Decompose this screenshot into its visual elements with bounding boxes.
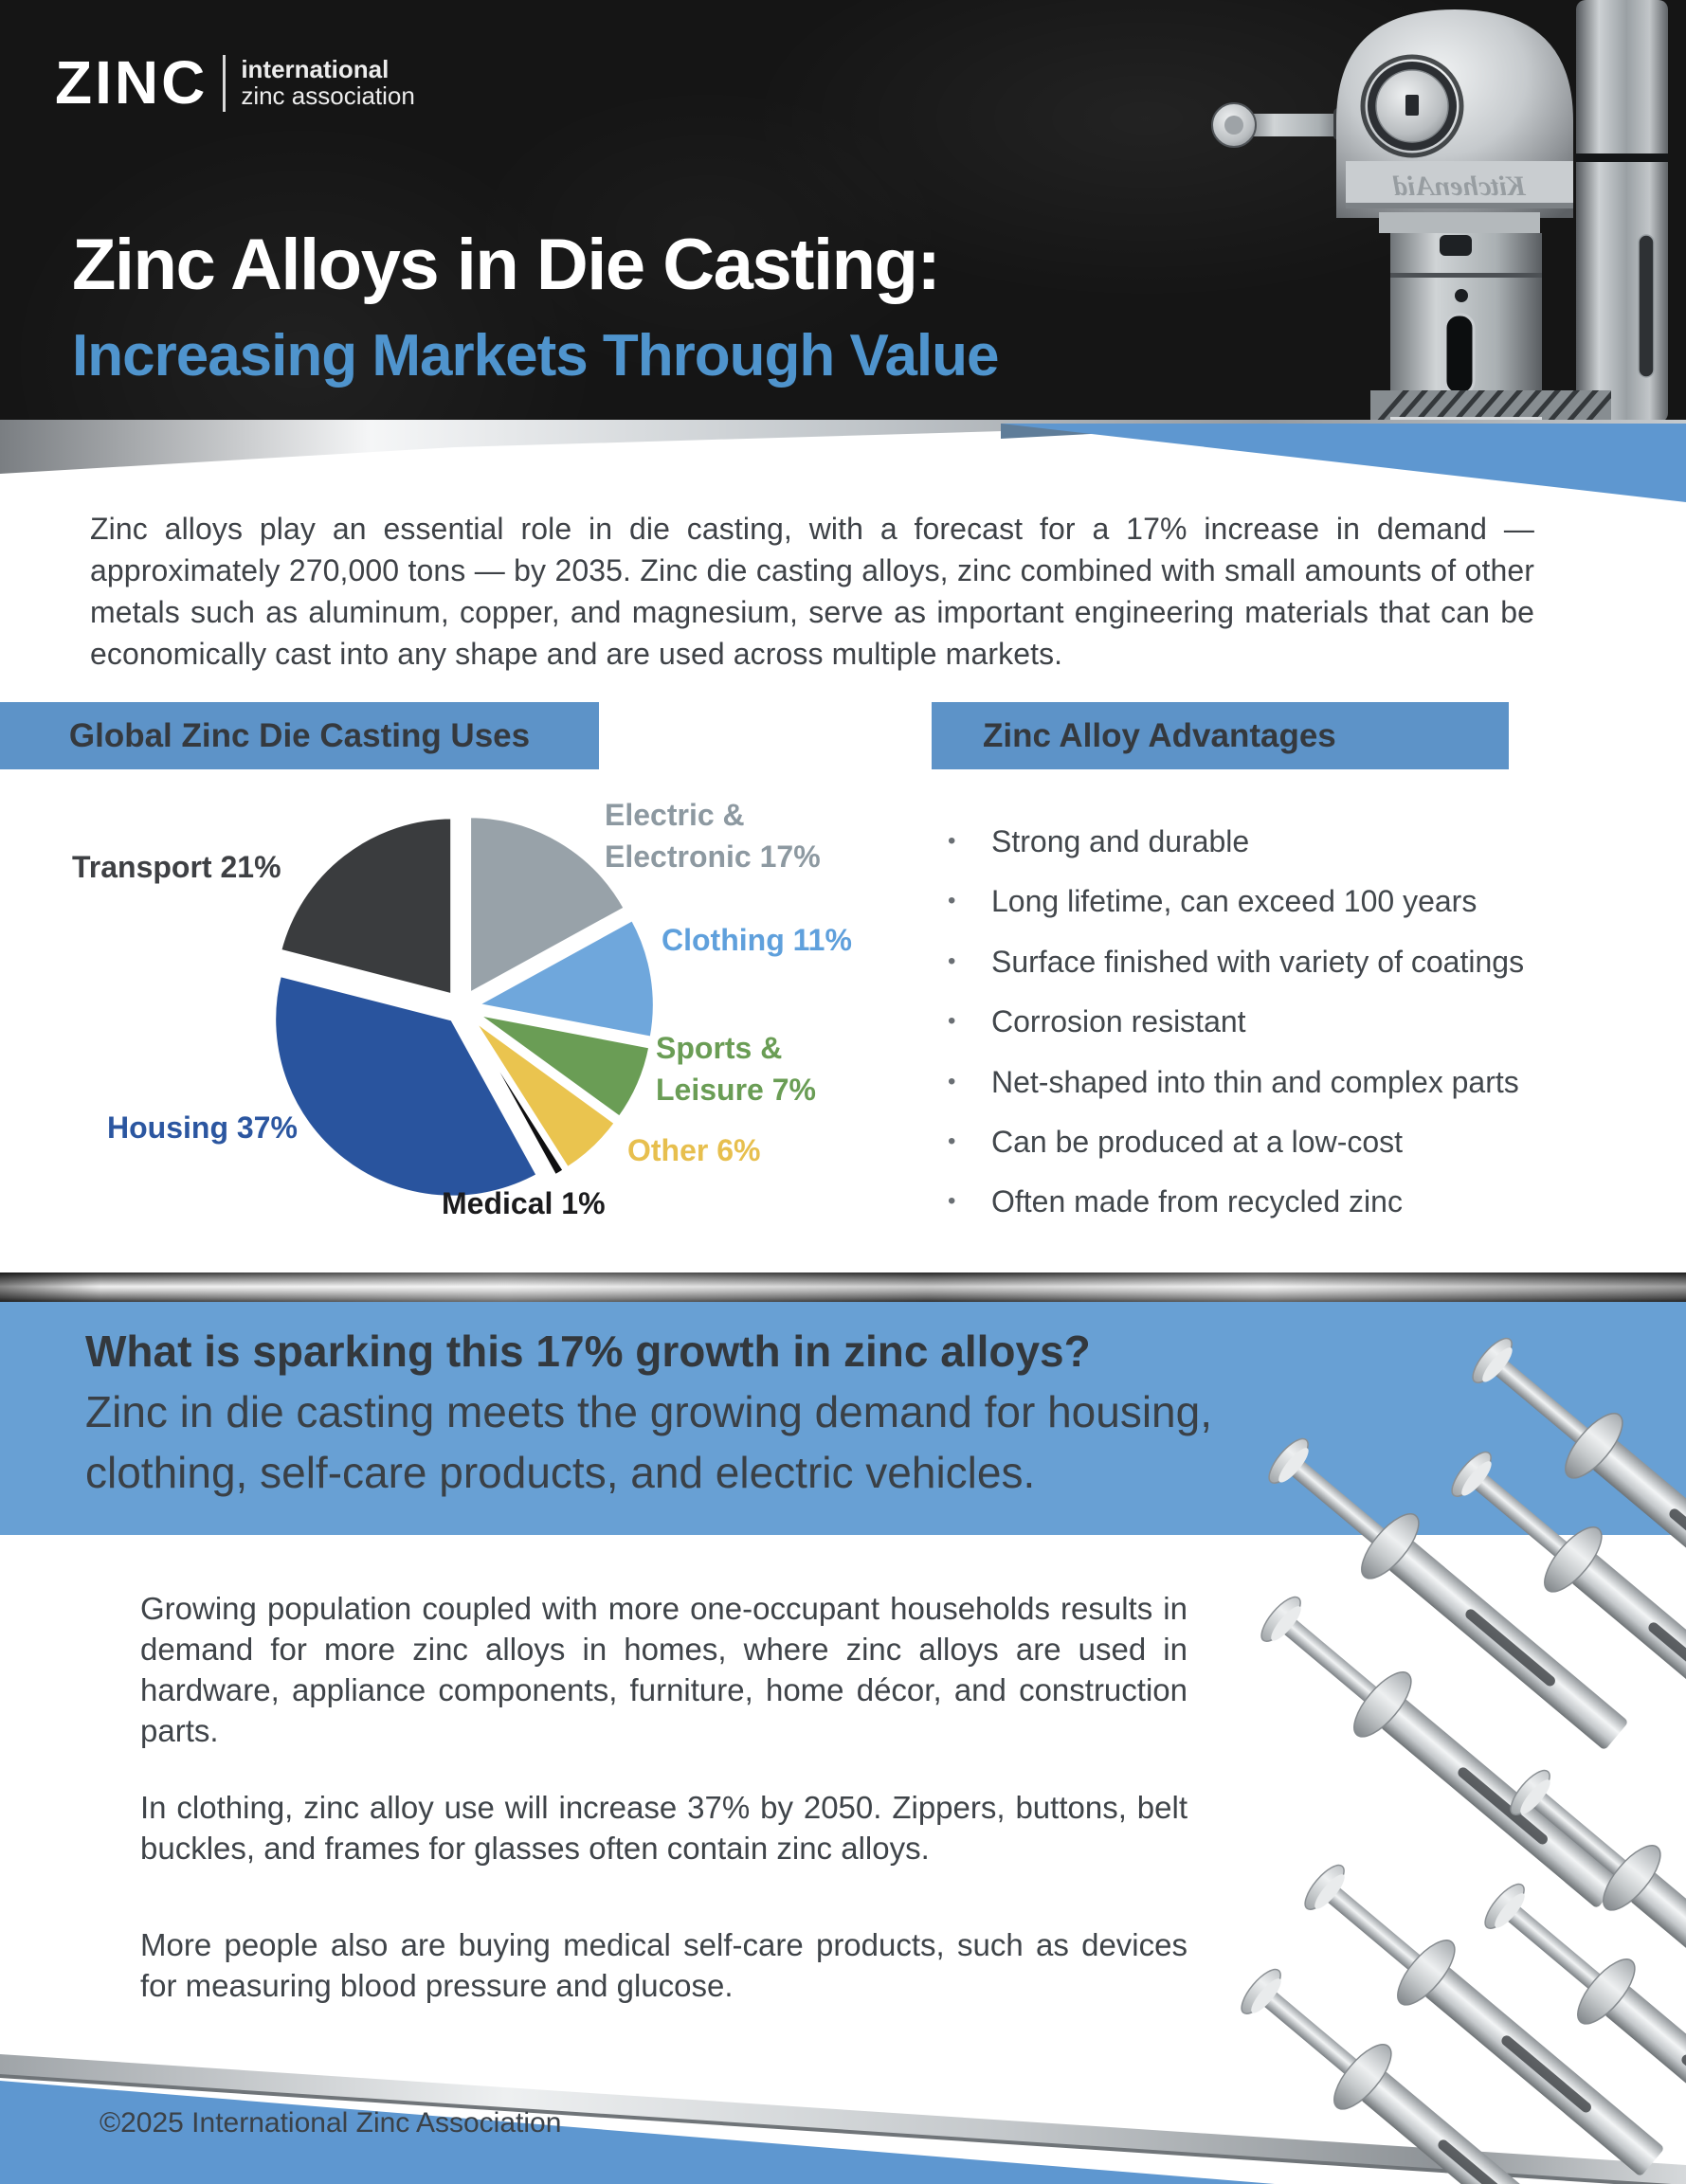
pie-slice-housing — [272, 972, 541, 1200]
logo-subtitle: international zinc association — [241, 53, 415, 112]
pie-label-line: Sports & — [656, 1031, 783, 1065]
header-transition-graphic — [0, 420, 1686, 502]
anchor-pin — [1246, 1580, 1636, 1926]
page-title: Zinc Alloys in Die Casting: — [72, 225, 941, 305]
advantage-item: • Strong and durable — [948, 822, 1630, 882]
footer-blue-wedge — [0, 2081, 1275, 2184]
footer-silver-stripe — [0, 2054, 1686, 2184]
pie-label-line: Leisure 7% — [656, 1073, 816, 1107]
die-casting-uses-pie-chart — [272, 814, 657, 1200]
machine-brand-label: KitchenAid — [1392, 171, 1527, 202]
advantage-text: Can be produced at a low-cost — [991, 1124, 1404, 1159]
paragraph-clothing: In clothing, zinc alloy use will increas… — [140, 1790, 1187, 1866]
advantage-text: Strong and durable — [991, 824, 1250, 858]
footer-stripe-shadow — [0, 2074, 1672, 2184]
pie-label-line: Electric & — [605, 798, 745, 832]
growth-heading: What is sparking this 17% growth in zinc… — [85, 1327, 1091, 1376]
pie-slice-transport — [277, 815, 455, 998]
uses-section-title: Global Zinc Die Casting Uses — [68, 717, 531, 754]
coffee-machine-photo: KitchenAid — [1211, 0, 1668, 423]
pie-label-line: Other 6% — [627, 1133, 761, 1167]
pie-label-line: Housing 37% — [107, 1110, 298, 1145]
pie-slice-other — [470, 1017, 619, 1172]
pie-slice-electric-electronic — [467, 814, 628, 998]
footer-graphic — [0, 2054, 1686, 2184]
bullet-icon: • — [948, 828, 956, 854]
machine-lever — [1241, 114, 1352, 136]
growth-callout-band — [0, 1302, 1686, 1535]
pie-label-transport: Transport 21% — [72, 846, 281, 888]
advantages-section-header: Zinc Alloy Advantages — [932, 702, 1509, 769]
pie-slice-medical — [467, 1019, 568, 1180]
zinc-anchor-pins-photo — [1226, 1322, 1686, 2184]
logo-divider — [223, 55, 227, 112]
advantage-item: • Can be produced at a low-cost — [948, 1123, 1630, 1182]
pie-label-electric-electronic: Electric & Electronic 17% — [605, 794, 821, 877]
pie-label-housing: Housing 37% — [107, 1107, 298, 1148]
logo-sub-line1: international — [241, 55, 390, 83]
advantages-list: • Strong and durable • Long lifetime, can e… — [948, 822, 1630, 1243]
blue-wedge — [1001, 424, 1686, 502]
growth-line2: clothing, self-care products, and electr… — [85, 1448, 1036, 1497]
silver-wedge — [0, 420, 1686, 474]
advantage-text: Net-shaped into thin and complex parts — [991, 1064, 1519, 1099]
advantage-text: Often made from recycled zinc — [991, 1184, 1403, 1219]
machine-dial — [1405, 95, 1419, 116]
bullet-icon: • — [948, 1008, 956, 1035]
copyright-notice: ©2025 International Zinc Association — [100, 2107, 562, 2139]
growth-callout-text: What is sparking this 17% growth in zinc… — [85, 1321, 1212, 1503]
pie-label-line: Medical 1% — [442, 1186, 606, 1220]
pie-slice-clothing — [470, 916, 657, 1041]
intro-paragraph: Zinc alloys play an essential role in di… — [90, 512, 1534, 671]
advantage-text: Corrosion resistant — [991, 1004, 1246, 1039]
metallic-divider-strip — [0, 1272, 1686, 1302]
uses-section-header: Global Zinc Die Casting Uses — [0, 702, 599, 769]
bullet-icon: • — [948, 1188, 956, 1215]
logo-sub-line2: zinc association — [241, 81, 415, 110]
advantage-item: • Net-shaped into thin and complex parts — [948, 1063, 1630, 1123]
advantage-text: Surface finished with variety of coating… — [991, 944, 1525, 979]
pie-label-other: Other 6% — [627, 1129, 760, 1171]
pie-label-sports-leisure: Sports & Leisure 7% — [656, 1027, 816, 1110]
logo-wordmark: ZINC — [55, 48, 208, 117]
zinc-association-logo: ZINC international zinc association — [55, 48, 415, 117]
bullet-icon: • — [948, 948, 956, 974]
advantage-item: • Long lifetime, can exceed 100 years — [948, 882, 1630, 942]
paragraph-housing: Growing population coupled with more one… — [140, 1591, 1187, 1748]
advantage-item: • Often made from recycled zinc — [948, 1182, 1630, 1242]
bullet-icon: • — [948, 888, 956, 914]
pie-label-medical: Medical 1% — [442, 1182, 606, 1224]
hero-header: ZINC international zinc association — [0, 0, 1686, 423]
bullet-icon: • — [948, 1068, 956, 1094]
pie-label-clothing: Clothing 11% — [662, 919, 852, 961]
pie-label-line: Transport 21% — [72, 850, 281, 884]
advantage-item: • Corrosion resistant — [948, 1002, 1630, 1062]
advantages-section-title: Zinc Alloy Advantages — [983, 717, 1336, 754]
advantage-text: Long lifetime, can exceed 100 years — [991, 884, 1478, 919]
advantage-item: • Surface finished with variety of coatin… — [948, 943, 1630, 1002]
paragraph-medical: More people also are buying medical self… — [140, 1927, 1187, 2003]
bullet-icon: • — [948, 1128, 956, 1154]
machine-slot — [1443, 313, 1476, 396]
pie-slice-sports-leisure — [474, 1011, 653, 1121]
page-subtitle: Increasing Markets Through Value — [72, 323, 999, 388]
pie-label-line: Electronic 17% — [605, 839, 821, 874]
growth-line1: Zinc in die casting meets the growing de… — [85, 1387, 1212, 1436]
pie-label-line: Clothing 11% — [662, 923, 852, 957]
